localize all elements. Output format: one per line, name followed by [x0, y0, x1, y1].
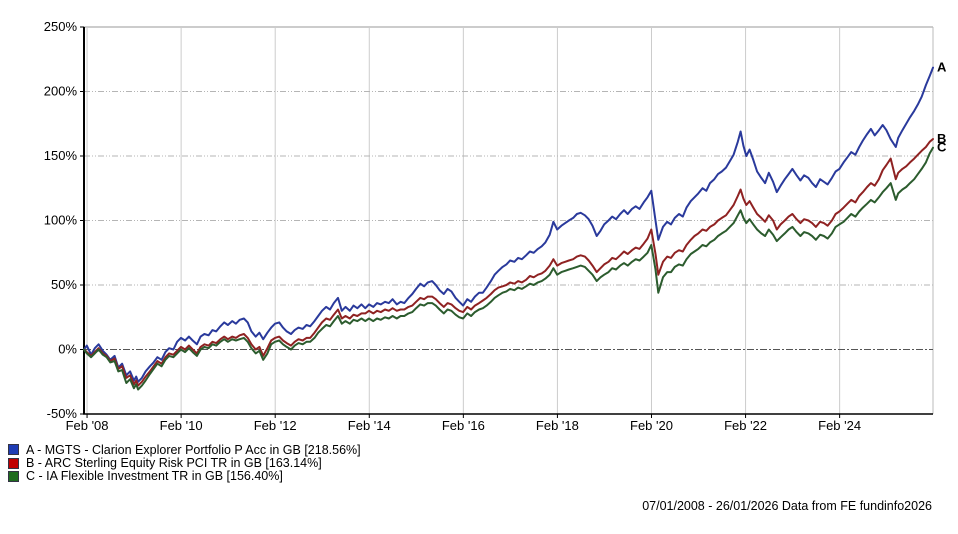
- legend-item-a: A - MGTS - Clarion Explorer Portfolio P …: [8, 442, 361, 457]
- y-tick-label: 100%: [44, 213, 78, 228]
- y-tick-label: 0%: [58, 342, 77, 357]
- legend-item-b: B - ARC Sterling Equity Risk PCI TR in G…: [8, 456, 361, 471]
- series-a-swatch: [8, 444, 19, 456]
- series-c-end-label: C: [937, 140, 947, 155]
- x-tick-label: Feb '24: [818, 418, 861, 433]
- x-tick-label: Feb '14: [348, 418, 391, 433]
- x-tick-label: Feb '10: [160, 418, 203, 433]
- series-c-swatch: [8, 470, 19, 482]
- chart-legend: A - MGTS - Clarion Explorer Portfolio P …: [8, 443, 361, 483]
- x-tick-label: Feb '12: [254, 418, 297, 433]
- series-b-swatch: [8, 457, 19, 469]
- y-tick-label: 200%: [44, 84, 78, 99]
- series-a-line: [83, 66, 934, 383]
- series-c-line: [83, 146, 934, 391]
- legend-item-c: C - IA Flexible Investment TR in GB [156…: [8, 469, 361, 484]
- x-tick-label: Feb '20: [630, 418, 673, 433]
- series-a-end-label: A: [937, 60, 947, 75]
- series-b-end-label: B: [937, 131, 946, 146]
- y-tick-label: 150%: [44, 148, 78, 163]
- y-tick-label: -50%: [47, 406, 78, 421]
- date-range-caption: 07/01/2008 - 26/01/2026 Data from FE fun…: [642, 499, 932, 513]
- y-tick-label: 50%: [51, 277, 77, 292]
- legend-label-c: C - IA Flexible Investment TR in GB [156…: [26, 469, 283, 484]
- x-tick-label: Feb '22: [724, 418, 767, 433]
- x-tick-label: Feb '18: [536, 418, 579, 433]
- legend-label-a: A - MGTS - Clarion Explorer Portfolio P …: [26, 442, 361, 457]
- legend-label-b: B - ARC Sterling Equity Risk PCI TR in G…: [26, 456, 322, 471]
- series-b-line: [83, 138, 934, 387]
- y-tick-label: 250%: [44, 19, 78, 34]
- x-tick-label: Feb '16: [442, 418, 485, 433]
- x-tick-label: Feb '08: [66, 418, 109, 433]
